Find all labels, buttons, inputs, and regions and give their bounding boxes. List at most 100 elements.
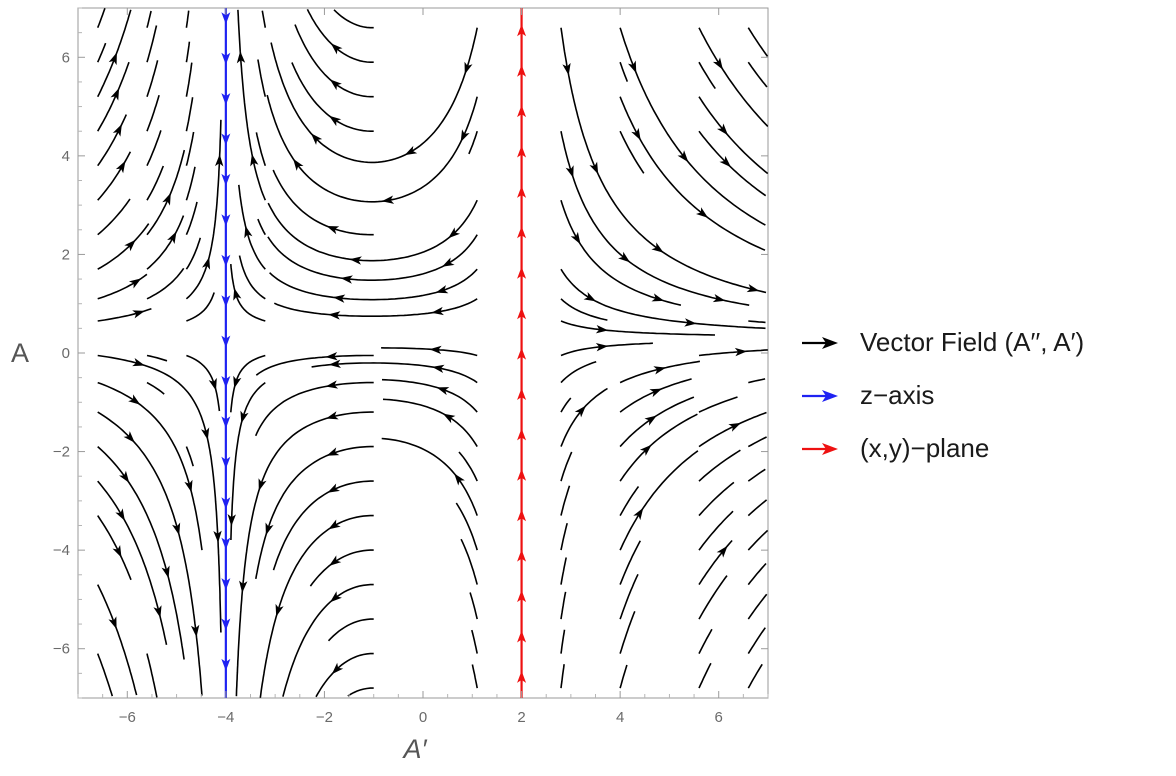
streamline-114 — [619, 450, 699, 551]
streamline-50 — [97, 223, 150, 270]
streamline-132 — [315, 652, 374, 698]
streamline-86 — [560, 397, 572, 413]
streamline-104 — [97, 515, 132, 581]
streamline-118 — [282, 583, 374, 697]
streamline-19 — [146, 60, 159, 97]
streamline-117 — [96, 584, 138, 696]
streamline-arrow — [208, 377, 217, 391]
streamline-arrow — [167, 231, 177, 244]
streamline-arrow — [115, 508, 125, 521]
y-tick-label: 0 — [62, 345, 70, 362]
streamline-126 — [560, 591, 567, 620]
streamlines-group — [96, 8, 768, 698]
special-line-arrow — [221, 618, 231, 631]
streamline-arrow — [448, 227, 461, 239]
streamline-arrow — [123, 431, 135, 443]
special-line-arrow — [221, 335, 231, 348]
special-line-arrow — [517, 388, 527, 400]
streamline-27 — [146, 94, 160, 132]
special-line-arrow — [221, 376, 231, 388]
streamline-arrow — [201, 427, 210, 440]
streamline-arrow — [696, 207, 709, 218]
special-line-arrow — [517, 266, 527, 279]
streamline-139 — [471, 664, 478, 689]
legend-arrow-icon — [802, 336, 838, 349]
streamline-105 — [259, 514, 374, 698]
streamline-121 — [619, 540, 642, 585]
streamline-arrow — [326, 447, 340, 456]
streamline-arrow — [293, 158, 304, 171]
streamline-22 — [294, 24, 374, 98]
streamline-70 — [230, 354, 266, 413]
special-line-arrow — [221, 254, 231, 267]
streamline-64 — [230, 264, 266, 322]
streamline-96 — [747, 436, 767, 448]
streamline-arrow — [227, 514, 236, 527]
x-tick-label: 2 — [517, 709, 525, 726]
streamline-arrow — [233, 375, 242, 389]
x-tick-label: 6 — [715, 709, 723, 726]
special-line-arrow — [517, 630, 527, 643]
streamline-113 — [560, 522, 568, 551]
legend-label: Vector Field (A′′, A′) — [860, 327, 1085, 357]
streamline-arrow — [633, 507, 644, 521]
streamline-13 — [185, 41, 191, 63]
streamline-arrow — [128, 278, 142, 289]
streamline-106 — [381, 437, 478, 516]
special-line-arrow — [221, 658, 231, 671]
x-axis-label: A′ — [401, 734, 427, 764]
streamline-30 — [468, 130, 478, 155]
streamline-47 — [257, 218, 266, 236]
streamline-78 — [254, 381, 374, 437]
streamline-133 — [471, 629, 478, 654]
streamline-arrow — [329, 79, 342, 91]
streamline-arrow — [712, 57, 723, 70]
special-line-arrow — [221, 214, 231, 227]
streamline-83 — [97, 411, 203, 696]
special-line-arrow — [517, 307, 527, 320]
streamline-arrow — [460, 129, 470, 142]
streamline-54 — [269, 268, 478, 301]
y-axis-label: A — [11, 338, 29, 368]
streamline-24 — [619, 96, 766, 251]
streamline-59 — [238, 255, 266, 300]
streamline-109 — [698, 481, 735, 517]
streamline-arrow — [589, 161, 599, 175]
streamline-arrow — [719, 155, 731, 168]
streamline-arrow — [746, 283, 760, 293]
streamline-57 — [146, 267, 185, 300]
streamline-120 — [560, 557, 567, 585]
streamline-98 — [272, 480, 374, 571]
special-line-arrow — [221, 12, 231, 25]
x-tick-label: −2 — [316, 709, 333, 726]
streamline-arrow — [717, 123, 728, 136]
streamline-65 — [560, 320, 716, 336]
streamline-46 — [185, 201, 198, 236]
streamline-arrow — [651, 242, 664, 253]
streamline-arrow — [128, 394, 141, 405]
streamline-arrow — [325, 380, 339, 389]
streamline-arrow — [734, 347, 748, 357]
streamline-125 — [469, 592, 478, 620]
streamline-51 — [146, 215, 185, 270]
special-line-arrow — [517, 105, 527, 118]
streamline-arrow — [583, 291, 597, 302]
streamline-arrow — [565, 165, 574, 178]
x-tick-label: 0 — [419, 709, 427, 726]
streamline-137 — [747, 627, 766, 655]
streamline-arrow — [570, 231, 581, 245]
streamline-arrow — [653, 366, 666, 375]
special-line-arrow — [221, 416, 231, 429]
streamline-arrow — [595, 343, 609, 352]
streamline-38 — [97, 151, 132, 201]
special-line-arrow — [517, 64, 527, 77]
special-line-arrow — [517, 670, 527, 683]
streamline-2 — [146, 10, 152, 28]
legend-item-1: Vector Field (A′′, A′) — [800, 316, 1084, 369]
streamline-138 — [347, 687, 374, 697]
y-tick-label: 2 — [62, 246, 70, 263]
streamline-44 — [97, 198, 131, 236]
legend-label: (x,y)−plane — [860, 433, 990, 463]
special-line-arrow — [221, 456, 231, 469]
streamline-arrow — [329, 555, 342, 566]
